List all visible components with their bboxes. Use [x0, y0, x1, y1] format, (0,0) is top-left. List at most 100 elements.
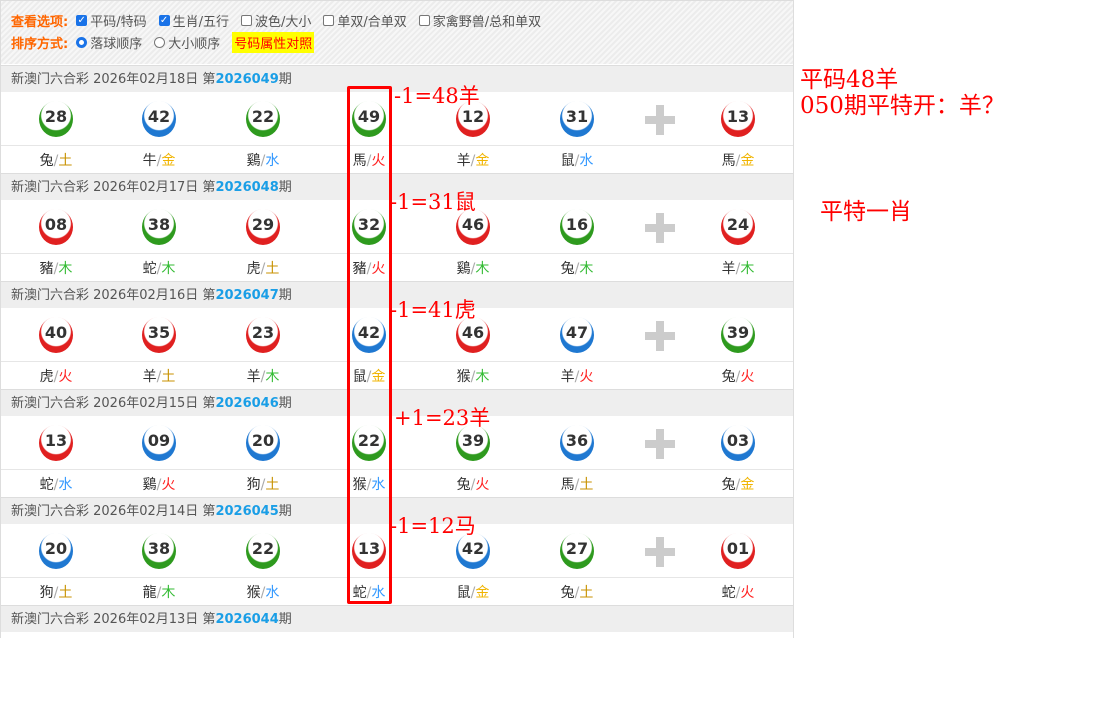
- view-option-1[interactable]: ✓ 生肖/五行: [158, 11, 229, 30]
- element: 水: [265, 153, 280, 169]
- zodiac: 牛: [142, 153, 157, 169]
- element: 土: [579, 477, 594, 493]
- ball-number: 36: [564, 428, 590, 453]
- zodiac: 羊: [246, 369, 261, 385]
- ball-blue: 42: [142, 101, 176, 137]
- zodiac: 兔: [721, 369, 736, 385]
- draw-block: 新澳门六合彩 2026年02月16日 第2026047期 40 35 23 42 46 47…: [1, 281, 793, 389]
- zodiac-element: 龍/木: [143, 582, 176, 602]
- zodiac: 鷄: [142, 477, 157, 493]
- annotation: -1=31鼠: [390, 190, 476, 214]
- ball-blue: 20: [39, 533, 73, 569]
- element: 金: [475, 153, 490, 169]
- ball-number: 09: [146, 428, 172, 453]
- ball-row: 08 38 29 32 46 16 24: [1, 200, 793, 254]
- ball-number: 20: [250, 428, 276, 453]
- draw-header: 新澳门六合彩 2026年02月14日 第2026045期: [1, 497, 793, 524]
- view-option-0[interactable]: ✓ 平码/特码: [76, 11, 147, 30]
- ball-green: 39: [721, 317, 755, 353]
- issue-number[interactable]: 2026046: [215, 396, 279, 411]
- issue-number[interactable]: 2026044: [215, 612, 279, 627]
- option-label: 大小顺序: [168, 36, 221, 52]
- zodiac: 狗: [39, 585, 54, 601]
- ball-number: 16: [564, 212, 590, 237]
- zodiac-element: 牛/金: [143, 150, 176, 170]
- draw-header: 新澳门六合彩 2026年02月15日 第2026046期: [1, 389, 793, 416]
- ball-number: 20: [43, 536, 69, 561]
- separator: /: [53, 153, 59, 169]
- ball-green: 22: [352, 425, 386, 461]
- sort-option-0[interactable]: 落球顺序: [76, 33, 142, 52]
- zodiac-row: 蛇/水 鷄/火 狗/土 猴/水 兔/火 馬/土 兔/金: [1, 470, 793, 497]
- draw-block: 新澳门六合彩 2026年02月17日 第2026048期 08 38 29 32 46 16…: [1, 173, 793, 281]
- ball-number: 13: [43, 428, 69, 453]
- compare-link[interactable]: 号码属性对照: [232, 31, 315, 53]
- ball-number: 39: [460, 428, 486, 453]
- option-label: 单双/合单双: [337, 14, 407, 30]
- ball-number: 38: [146, 536, 172, 561]
- zodiac: 兔: [560, 585, 575, 601]
- zodiac: 蛇: [142, 261, 157, 277]
- checkbox[interactable]: [418, 14, 430, 26]
- element: 火: [579, 369, 594, 385]
- zodiac-element: 鼠/金: [353, 366, 386, 386]
- issue-number[interactable]: 2026049: [215, 72, 279, 87]
- zodiac-element: 兔/土: [561, 582, 594, 602]
- zodiac: 馬: [560, 477, 575, 493]
- issue-number[interactable]: 2026045: [215, 504, 279, 519]
- element: 水: [265, 585, 280, 601]
- radio[interactable]: [76, 36, 88, 48]
- separator: /: [470, 585, 476, 601]
- checkbox[interactable]: [240, 14, 252, 26]
- option-label: 波色/大小: [254, 14, 312, 30]
- draw-block: 新澳门六合彩 2026年02月18日 第2026049期 28 42 22 49 12 31…: [1, 65, 793, 173]
- zodiac-element: 兔/金: [722, 474, 755, 494]
- zodiac-element: 羊/木: [722, 258, 755, 278]
- ball-number: 38: [146, 212, 172, 237]
- checkbox[interactable]: ✓: [76, 14, 88, 26]
- separator: /: [156, 369, 162, 385]
- element: 火: [161, 477, 176, 493]
- element: 木: [475, 369, 490, 385]
- zodiac-element: 蛇/水: [40, 474, 73, 494]
- ball-red: 23: [246, 317, 280, 353]
- ball-number: 12: [460, 104, 486, 129]
- draw-prefix: 新澳门六合彩 2026年02月16日 第: [11, 288, 216, 303]
- radio[interactable]: [154, 36, 166, 48]
- draw-block: 新澳门六合彩 2026年02月14日 第2026045期 20 38 22 13 42 27…: [1, 497, 793, 605]
- separator: /: [260, 585, 266, 601]
- ball-number: 08: [43, 212, 69, 237]
- draw-prefix: 新澳门六合彩 2026年02月18日 第: [11, 72, 216, 87]
- ball-row: 40 35 23 42 46 47 39: [1, 308, 793, 362]
- zodiac-row: 豬/木 蛇/木 虎/土 豬/火 鷄/木 兔/木 羊/木: [1, 254, 793, 281]
- zodiac: 龍: [142, 585, 157, 601]
- sort-option-1[interactable]: 大小顺序: [154, 33, 220, 52]
- separator: /: [366, 585, 372, 601]
- ball-number: 46: [460, 320, 486, 345]
- draw-prefix: 新澳门六合彩 2026年02月13日 第: [11, 612, 216, 627]
- separator: /: [735, 585, 741, 601]
- separator: /: [53, 477, 59, 493]
- view-option-4[interactable]: 家禽野兽/总和单双: [418, 11, 541, 30]
- view-option-3[interactable]: 单双/合单双: [323, 11, 407, 30]
- element: 水: [58, 477, 73, 493]
- ball-red: 13: [352, 533, 386, 569]
- zodiac-element: 猴/水: [353, 474, 386, 494]
- separator: /: [260, 261, 266, 277]
- separator: /: [470, 261, 476, 277]
- zodiac: 狗: [246, 477, 261, 493]
- checkbox[interactable]: ✓: [158, 14, 170, 26]
- issue-number[interactable]: 2026048: [215, 180, 279, 195]
- zodiac: 馬: [721, 153, 736, 169]
- view-option-2[interactable]: 波色/大小: [240, 11, 312, 30]
- zodiac: 鼠: [560, 153, 575, 169]
- element: 木: [579, 261, 594, 277]
- highlight-box: [347, 86, 392, 604]
- issue-number[interactable]: 2026047: [215, 288, 279, 303]
- element: 木: [740, 261, 755, 277]
- checkbox[interactable]: [323, 14, 335, 26]
- option-label: 平码/特码: [90, 14, 147, 30]
- zodiac-element: 羊/木: [247, 366, 280, 386]
- element: 土: [161, 369, 176, 385]
- ball-number: 49: [356, 104, 382, 129]
